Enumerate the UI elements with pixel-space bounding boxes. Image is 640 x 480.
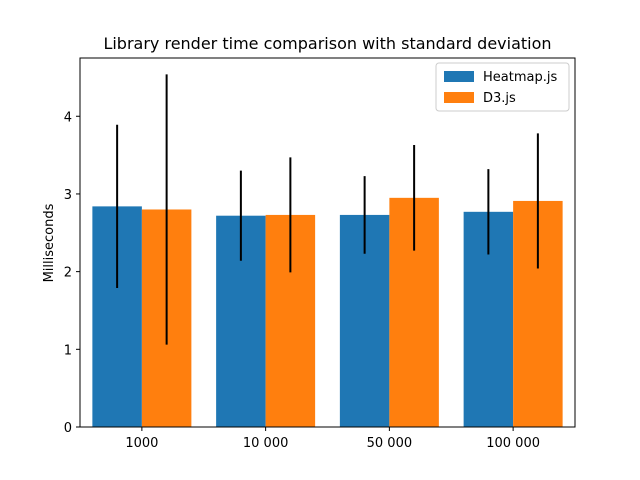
y-tick-label: 4 — [64, 110, 72, 125]
y-tick-label: 0 — [64, 421, 72, 436]
legend-swatch-d3-js — [444, 92, 474, 103]
legend: Heatmap.js D3.js — [435, 62, 570, 112]
y-tick-label: 1 — [64, 343, 72, 358]
x-tick-label: 1000 — [125, 436, 158, 451]
chart-title: Library render time comparison with stan… — [103, 34, 551, 53]
y-axis-label: Milliseconds — [42, 203, 57, 282]
x-tick-label: 10 000 — [243, 436, 289, 451]
axes-frame — [79, 57, 576, 428]
legend-label-heatmap-js: Heatmap.js — [483, 70, 557, 85]
plot-area: 0 1 2 3 4 1000 10 000 50 000 100 000 — [64, 57, 576, 451]
x-tick-label: 50 000 — [367, 436, 413, 451]
y-tick-label: 2 — [64, 266, 72, 281]
legend-label-d3-js: D3.js — [483, 91, 516, 106]
y-tick-label: 3 — [64, 188, 72, 203]
x-tick-label: 100 000 — [486, 436, 540, 451]
legend-swatch-heatmap-js — [444, 71, 474, 82]
